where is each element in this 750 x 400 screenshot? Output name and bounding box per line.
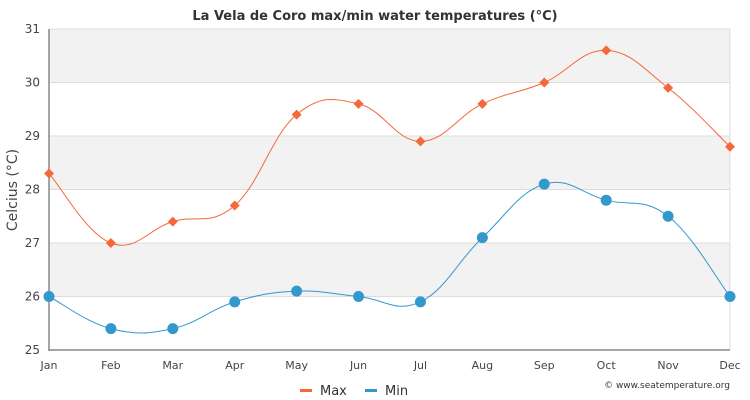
plot-band (49, 296, 730, 350)
legend-item-max: Max (300, 384, 347, 399)
legend-label: Min (385, 384, 408, 399)
chart-title: La Vela de Coro max/min water temperatur… (192, 9, 557, 24)
y-tick-label: 27 (25, 236, 40, 250)
x-tick-label: Aug (472, 359, 493, 372)
plot-band (49, 136, 730, 190)
plot-bands (49, 29, 730, 350)
data-point-min (414, 296, 426, 308)
plot-band (49, 29, 730, 83)
data-point-min (538, 178, 550, 190)
x-tick-label: Jun (349, 359, 367, 372)
x-tick-label: Sep (534, 359, 555, 372)
data-point-max (353, 98, 364, 109)
data-point-max (44, 168, 54, 179)
legend-item-min: Min (365, 384, 408, 399)
y-tick-label: 29 (25, 129, 40, 143)
data-point-min (105, 323, 117, 335)
data-point-max (725, 141, 735, 152)
data-point-max (415, 136, 426, 147)
y-tick-label: 30 (25, 76, 40, 90)
data-point-min (724, 291, 736, 302)
y-tick-label: 25 (25, 343, 40, 357)
data-point-min (600, 194, 612, 206)
x-tick-label: Dec (719, 359, 740, 372)
series-min (43, 178, 736, 335)
data-point-min (476, 232, 488, 244)
data-point-max (601, 45, 612, 56)
data-point-max (167, 216, 178, 227)
x-tick-label: Nov (657, 359, 679, 372)
data-point-max (105, 238, 116, 248)
data-point-max (477, 98, 488, 109)
series-max (44, 45, 735, 248)
plot-band (49, 189, 730, 243)
y-axis-label: Celcius (°C) (5, 149, 21, 231)
series-group (43, 45, 736, 335)
y-tick-labels: 25 26 27 28 29 30 31 (25, 22, 40, 357)
credit-text: © www.seatemperature.org (604, 381, 730, 391)
data-point-min (167, 323, 179, 335)
data-point-max (663, 82, 674, 93)
plot-band (49, 243, 730, 297)
x-tick-label: Apr (225, 359, 245, 372)
legend-label: Max (320, 384, 347, 399)
legend: Max Min (300, 384, 408, 399)
x-tick-label: Oct (597, 359, 617, 372)
y-tick-label: 26 (25, 290, 40, 304)
data-point-min (43, 291, 55, 302)
legend-swatch (300, 389, 312, 392)
data-point-min (291, 285, 303, 297)
x-tick-label: Jan (40, 359, 58, 372)
y-tick-label: 31 (25, 22, 40, 36)
data-point-max (229, 200, 240, 211)
x-tick-label: May (285, 359, 308, 372)
legend-swatch (365, 389, 377, 392)
data-point-min (229, 296, 241, 308)
y-tick-label: 28 (25, 183, 40, 197)
x-tick-label: Mar (162, 359, 183, 372)
plot-band (49, 82, 730, 136)
data-point-min (662, 210, 674, 222)
data-point-min (353, 291, 365, 302)
data-point-max (291, 109, 302, 120)
x-tick-label: Feb (101, 359, 120, 372)
x-tick-label: Jul (413, 359, 427, 372)
data-point-max (539, 77, 550, 88)
x-tick-labels: Jan Feb Mar Apr May Jun Jul Aug Sep Oct Nov Dec (40, 359, 741, 372)
series-line-max (48, 49, 731, 246)
